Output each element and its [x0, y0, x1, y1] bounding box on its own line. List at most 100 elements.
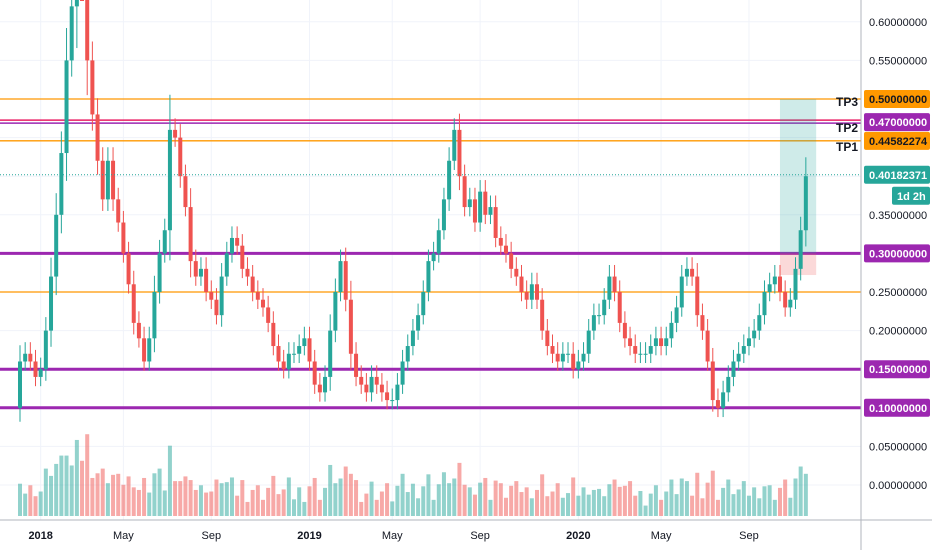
candle-body: [333, 292, 338, 331]
volume-bar: [121, 484, 126, 516]
price-tag-label: 0.30000000: [869, 248, 927, 260]
volume-bar: [643, 505, 648, 516]
volume-bar: [431, 499, 436, 516]
volume-bar: [478, 482, 483, 516]
target-label: TP3: [836, 95, 858, 109]
candle-body: [38, 369, 43, 377]
candle-body: [659, 338, 664, 347]
candle-body: [726, 376, 731, 393]
candle-body: [162, 230, 167, 254]
candle-body: [147, 338, 152, 362]
candle-body: [198, 268, 203, 277]
volume-bar: [690, 495, 695, 516]
candle-body: [359, 376, 364, 385]
candle-body: [183, 176, 188, 208]
volume-bar: [90, 477, 95, 516]
candle-body: [772, 276, 777, 285]
volume-bar: [250, 489, 255, 516]
volume-bar: [416, 498, 421, 516]
candle-body: [695, 276, 700, 316]
volume-bar: [519, 492, 524, 516]
candle-body: [591, 315, 596, 331]
candle-body: [441, 199, 446, 231]
candle-body: [410, 330, 415, 347]
volume-bar: [302, 501, 307, 516]
volume-bar: [281, 489, 286, 516]
candle-body: [715, 400, 720, 408]
candle-body: [617, 292, 622, 323]
volume-bar: [509, 485, 514, 516]
candle-body: [379, 384, 384, 393]
volume-bar: [374, 499, 379, 516]
volume-bar: [400, 473, 405, 516]
price-tags: 0.50000000 0.47000000 0.44582274 0.30000000…: [864, 90, 930, 417]
volume-bar: [421, 486, 426, 516]
candle-body: [509, 253, 514, 269]
volume-bar: [312, 477, 317, 516]
candle-body: [317, 384, 322, 393]
volume-bar: [235, 495, 240, 516]
volume-bar: [173, 481, 178, 516]
volume-bar: [462, 484, 467, 516]
price-tick-label: 0.05000000: [869, 441, 927, 453]
candle-body: [493, 207, 498, 238]
volume-bar: [653, 485, 658, 516]
volume-bar: [493, 480, 498, 516]
countdown-tag: [892, 186, 930, 205]
candle-body: [514, 268, 519, 277]
countdown-label: 1d 2h: [897, 191, 926, 203]
volume-bar: [545, 496, 550, 516]
price-tag: [864, 244, 930, 263]
candle-body: [229, 237, 234, 254]
time-tick-label: 2020: [566, 530, 590, 542]
candle-body: [690, 268, 695, 277]
candle-body: [157, 253, 162, 292]
volume-bar: [793, 478, 798, 516]
volume-bar: [390, 501, 395, 516]
volume-bar: [338, 478, 343, 516]
candle-body: [803, 176, 808, 231]
volume-bar: [612, 479, 617, 516]
candle-body: [390, 400, 395, 402]
volume-bar: [410, 483, 415, 516]
volume-bar: [38, 491, 43, 516]
candle-body: [447, 160, 452, 200]
volume-bar: [198, 485, 203, 516]
candle-body: [638, 353, 643, 355]
candle-body: [292, 353, 297, 355]
candle-body: [679, 276, 684, 308]
volume-bar: [772, 499, 777, 516]
volume-bar: [43, 468, 48, 516]
time-tick-label: May: [382, 530, 403, 542]
volume-bar: [777, 487, 782, 516]
volume-bar: [783, 479, 788, 516]
volume-bar: [571, 477, 576, 516]
volume-bar: [105, 483, 110, 516]
candle-body: [395, 384, 400, 401]
target-label: TP1: [836, 140, 858, 154]
candle-body: [653, 338, 658, 347]
candle-body: [664, 338, 669, 347]
candle-body: [266, 307, 271, 323]
candle-body: [43, 330, 48, 370]
volume-bar: [204, 492, 209, 516]
candle-body: [622, 322, 627, 339]
candle-body: [762, 292, 767, 316]
volume-bar: [214, 479, 219, 516]
candle-body: [209, 292, 214, 300]
volume-bar: [447, 483, 452, 516]
time-axis[interactable]: 2018 May Sep 2019 May Sep 2020 May Sep: [28, 530, 758, 542]
candle-body: [105, 160, 110, 200]
candle-body: [374, 376, 379, 385]
candle-body: [741, 346, 746, 354]
volume-bar: [297, 487, 302, 516]
volume-bar: [648, 493, 653, 516]
time-tick-label: 2018: [28, 530, 52, 542]
volume-bar: [586, 494, 591, 516]
volume-bar: [80, 460, 85, 516]
volume-bar: [85, 434, 90, 516]
candle-body: [633, 346, 638, 354]
candle-body: [95, 114, 100, 161]
candle-body: [302, 338, 307, 347]
